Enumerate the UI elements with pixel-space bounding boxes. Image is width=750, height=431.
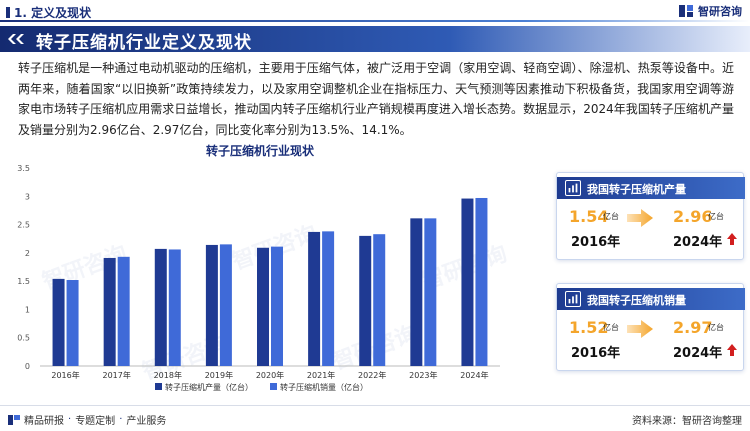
arrow-up-icon xyxy=(727,344,737,356)
legend-swatch xyxy=(270,383,277,390)
legend-label: 转子压缩机产量（亿台） xyxy=(165,382,253,392)
sales-card: 我国转子压缩机销量 1.52 亿台 2016年 2.97 亿台 2024年 xyxy=(556,283,745,371)
production-card: 我国转子压缩机产量 1.54 亿台 2016年 2.96 亿台 2024年 xyxy=(556,172,745,260)
to-unit: 亿台 xyxy=(708,323,724,332)
y-tick-label: 0 xyxy=(25,362,30,371)
x-tick-label: 2018年 xyxy=(154,370,182,380)
brand: 智研咨询 xyxy=(678,3,742,19)
x-tick-label: 2016年 xyxy=(51,370,79,380)
y-tick-label: 3 xyxy=(25,192,30,201)
card-title: 我国转子压缩机产量 xyxy=(587,183,686,196)
bar-production xyxy=(52,278,65,366)
from-year: 2016年 xyxy=(571,235,621,250)
card-header: 我国转子压缩机销量 xyxy=(557,288,745,310)
y-tick-label: 3.5 xyxy=(17,164,30,173)
card-title: 我国转子压缩机销量 xyxy=(587,294,686,307)
page-title: 转子压缩机行业定义及现状 xyxy=(36,33,252,53)
x-tick-label: 2017年 xyxy=(102,370,130,380)
bar-sales xyxy=(117,256,130,366)
bar-sales xyxy=(168,249,181,366)
top-bar: 1. 定义及现状 智研咨询 xyxy=(0,0,750,24)
x-tick-label: 2022年 xyxy=(358,370,386,380)
x-tick-label: 2023年 xyxy=(409,370,437,380)
to-value: 2.97 xyxy=(673,318,713,337)
arrow-right-icon xyxy=(627,209,653,227)
arrow-right-icon xyxy=(627,320,653,338)
legend-swatch xyxy=(155,383,162,390)
from-value: 1.52 xyxy=(569,318,609,337)
brand-logo-icon xyxy=(679,5,693,17)
to-unit: 亿台 xyxy=(708,212,724,221)
top-divider xyxy=(0,20,750,22)
footer-dot: · xyxy=(68,414,72,425)
title-band: 转子压缩机行业定义及现状 xyxy=(0,26,750,53)
bar-production xyxy=(410,218,423,366)
x-tick-label: 2020年 xyxy=(256,370,284,380)
bar-production xyxy=(154,248,167,366)
chart-title: 转子压缩机行业现状 xyxy=(205,144,314,158)
intro-paragraph: 转子压缩机是一种通过电动机驱动的压缩机，主要用于压缩气体，被广泛用于空调（家用空… xyxy=(18,61,734,137)
from-unit: 亿台 xyxy=(603,323,619,332)
footer-divider xyxy=(0,405,750,406)
footer-item: 专题定制 xyxy=(75,416,116,427)
bar-production xyxy=(103,257,116,366)
bar-production xyxy=(461,198,474,366)
bar-sales xyxy=(424,218,437,366)
bar-sales xyxy=(373,234,386,366)
from-unit: 亿台 xyxy=(603,212,619,221)
chart-icon xyxy=(565,291,581,307)
footer-dot: · xyxy=(119,414,123,425)
bar-production xyxy=(257,247,269,366)
from-year: 2016年 xyxy=(571,346,621,361)
to-year: 2024年 xyxy=(673,346,723,361)
card-header: 我国转子压缩机产量 xyxy=(557,177,745,199)
from-value: 1.54 xyxy=(569,207,609,226)
bar-sales xyxy=(475,197,488,366)
footer-item: 产业服务 xyxy=(126,416,167,427)
legend-label: 转子压缩机销量（亿台） xyxy=(280,382,368,392)
brand-small-icon xyxy=(8,414,20,425)
source-note: 资料来源：智研咨询整理 xyxy=(632,416,742,427)
to-year: 2024年 xyxy=(673,235,723,250)
x-tick-label: 2021年 xyxy=(307,370,335,380)
bar-sales xyxy=(219,244,232,366)
y-tick-label: 1 xyxy=(25,305,30,314)
brand-name: 智研咨询 xyxy=(698,5,742,18)
y-tick-label: 2.5 xyxy=(17,221,30,230)
y-tick-label: 1.5 xyxy=(17,277,30,286)
to-value: 2.96 xyxy=(673,207,713,226)
bar-production xyxy=(308,231,321,366)
bar-chart: 0 0.5 1 1.5 2 2.5 3 3.5 2016年 2017年 2018年 2019年 2020… xyxy=(17,164,500,392)
x-tick-label: 2019年 xyxy=(205,370,233,380)
bar-sales xyxy=(271,246,283,366)
y-tick-label: 2 xyxy=(25,249,30,258)
chevron-deco-icon xyxy=(8,34,24,44)
bar-production xyxy=(205,244,218,366)
section-label: 1. 定义及现状 xyxy=(6,4,91,21)
bar-production xyxy=(359,235,372,366)
y-tick-label: 0.5 xyxy=(17,334,30,343)
bar-sales xyxy=(66,280,79,366)
footer-item: 精品研报 xyxy=(24,416,64,427)
footer-services: 精品研报 · 专题定制 · 产业服务 xyxy=(8,412,166,427)
x-tick-label: 2024年 xyxy=(460,370,488,380)
bar-sales xyxy=(322,231,335,366)
chart-icon xyxy=(565,180,581,196)
arrow-up-icon xyxy=(727,233,737,245)
